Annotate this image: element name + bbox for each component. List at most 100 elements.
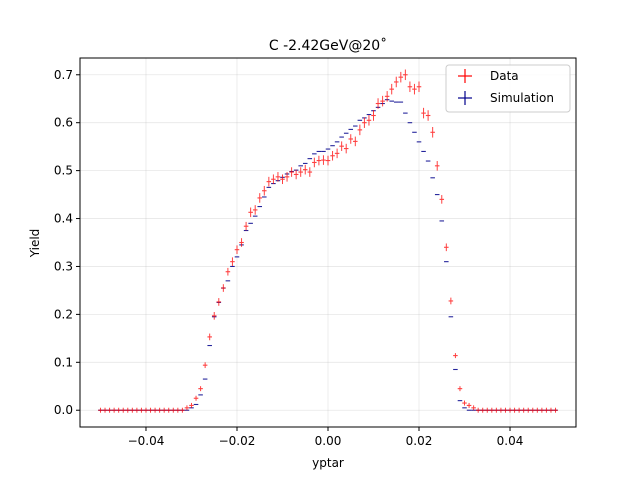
data-point bbox=[275, 172, 281, 182]
data-point bbox=[553, 407, 558, 413]
data-point bbox=[193, 395, 199, 401]
data-point bbox=[375, 98, 381, 109]
data-point bbox=[466, 402, 472, 408]
data-point bbox=[334, 148, 340, 159]
data-point bbox=[243, 221, 249, 231]
legend-entry-simulation: Simulation bbox=[458, 91, 554, 105]
chart-title: C -2.42GeV@20˚ bbox=[269, 37, 387, 54]
legend-entry-data: Data bbox=[458, 69, 519, 83]
data-point bbox=[148, 407, 153, 413]
data-point bbox=[184, 405, 190, 411]
data-point bbox=[412, 83, 417, 95]
data-point bbox=[489, 407, 495, 413]
data-point bbox=[293, 169, 299, 180]
data-point bbox=[393, 76, 399, 88]
series-layer bbox=[98, 69, 558, 413]
data-point bbox=[316, 155, 322, 166]
data-point bbox=[425, 110, 431, 121]
data-point bbox=[343, 143, 349, 154]
data-point bbox=[280, 174, 285, 185]
data-point bbox=[289, 167, 294, 177]
legend-label: Data bbox=[490, 69, 519, 83]
data-point bbox=[416, 81, 422, 93]
y-tick-label: 0.3 bbox=[54, 259, 73, 273]
data-point bbox=[535, 407, 540, 413]
data-point bbox=[548, 407, 554, 413]
data-point bbox=[503, 407, 508, 413]
x-axis: −0.04 −0.02 0.00 0.02 0.04 bbox=[128, 427, 523, 448]
data-point bbox=[494, 407, 499, 413]
data-point bbox=[225, 267, 231, 276]
y-tick-label: 0.1 bbox=[54, 355, 73, 369]
data-point bbox=[234, 245, 240, 255]
y-tick-label: 0.5 bbox=[54, 164, 73, 178]
data-point bbox=[512, 407, 517, 413]
y-tick-label: 0.7 bbox=[54, 68, 73, 82]
data-point bbox=[116, 407, 121, 413]
data-point bbox=[475, 407, 481, 413]
x-tick-label: 0.00 bbox=[315, 434, 342, 448]
data-point bbox=[389, 83, 394, 95]
data-point bbox=[312, 157, 317, 168]
data-point bbox=[239, 238, 244, 247]
data-point bbox=[371, 110, 376, 121]
data-point bbox=[130, 407, 135, 413]
grid bbox=[80, 58, 576, 427]
data-point bbox=[271, 174, 276, 185]
data-point bbox=[321, 155, 326, 165]
data-point bbox=[198, 386, 203, 392]
data-point bbox=[102, 407, 108, 413]
data-point bbox=[125, 407, 131, 413]
data-point bbox=[139, 407, 144, 413]
data-point bbox=[211, 311, 217, 320]
data-point bbox=[398, 71, 404, 83]
data-point bbox=[266, 176, 272, 187]
data-point bbox=[143, 407, 149, 413]
data-point bbox=[171, 407, 176, 413]
data-point bbox=[230, 257, 235, 266]
data-point bbox=[407, 81, 413, 93]
data-point bbox=[453, 353, 458, 359]
data-point bbox=[357, 124, 363, 136]
data-point bbox=[362, 117, 367, 128]
data-point bbox=[521, 407, 526, 413]
data-point bbox=[307, 167, 313, 177]
data-point bbox=[134, 407, 140, 413]
data-point bbox=[221, 284, 226, 292]
data-point bbox=[98, 407, 103, 413]
data-point bbox=[120, 407, 126, 413]
data-point bbox=[202, 362, 208, 369]
data-point bbox=[507, 407, 513, 413]
y-tick-label: 0.4 bbox=[54, 212, 73, 226]
x-tick-label: 0.02 bbox=[406, 434, 433, 448]
data-point bbox=[380, 95, 385, 107]
data-point bbox=[330, 150, 335, 161]
data-point bbox=[207, 333, 212, 341]
data-point bbox=[353, 136, 358, 147]
data-point bbox=[525, 407, 531, 413]
x-tick-label: −0.02 bbox=[219, 434, 256, 448]
data-point bbox=[430, 127, 435, 138]
data-point bbox=[216, 298, 222, 306]
data-point bbox=[480, 407, 485, 413]
y-axis-label: Yield bbox=[28, 229, 42, 259]
y-axis: 0.0 0.1 0.2 0.3 0.4 0.5 0.6 0.7 bbox=[54, 68, 80, 417]
x-axis-label: yptar bbox=[312, 456, 344, 470]
data-point bbox=[325, 155, 331, 166]
data-point bbox=[444, 243, 449, 252]
legend-entries: Data Simulation bbox=[458, 69, 554, 105]
data-point bbox=[111, 407, 117, 413]
data-point bbox=[166, 407, 172, 413]
legend-box bbox=[445, 64, 571, 113]
data-point bbox=[262, 185, 267, 196]
data-point bbox=[348, 134, 354, 144]
y-tick-label: 0.6 bbox=[54, 116, 73, 130]
legend-label: Simulation bbox=[490, 91, 554, 105]
data-point bbox=[462, 400, 467, 406]
data-point bbox=[157, 407, 162, 413]
data-point bbox=[189, 402, 194, 408]
data-point bbox=[439, 195, 445, 204]
data-point bbox=[403, 69, 408, 81]
data-point bbox=[298, 167, 303, 177]
y-tick-label: 0.0 bbox=[54, 403, 73, 417]
